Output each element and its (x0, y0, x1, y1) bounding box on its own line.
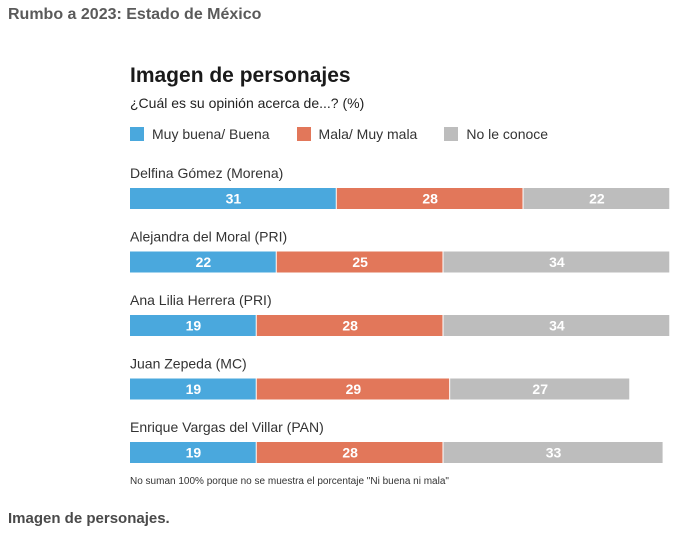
category-label: Alejandra del Moral (PRI) (130, 229, 287, 245)
page-header: Rumbo a 2023: Estado de México (8, 6, 262, 23)
bar-segment (130, 442, 256, 463)
bar-segment (130, 378, 256, 400)
category-label: Ana Lilia Herrera (PRI) (130, 292, 272, 308)
bar-value-label: 34 (549, 254, 565, 270)
bar-value-label: 34 (549, 318, 565, 334)
bar-value-label: 27 (532, 381, 548, 397)
chart-subtitle: ¿Cuál es su opinión acerca de...? (%) (130, 95, 365, 111)
chart-footnote: No suman 100% porque no se muestra el po… (130, 476, 449, 487)
legend-item-unknown: No le conoce (444, 126, 548, 142)
category-label: Juan Zepeda (MC) (130, 356, 247, 372)
legend-swatch-unknown (444, 127, 459, 141)
bar-value-label: 19 (186, 445, 202, 461)
bar-value-label: 29 (346, 381, 362, 397)
legend-swatch-positive (130, 127, 144, 141)
bar-segment (256, 442, 443, 463)
bar-segment (276, 251, 443, 273)
bar-segment (336, 188, 523, 209)
bar-segment (130, 188, 336, 209)
bar-value-label: 28 (342, 318, 358, 334)
legend-label-unknown: No le conoce (466, 126, 549, 142)
bar-value-label: 19 (186, 381, 202, 397)
bar-segment (256, 315, 443, 336)
bar-value-label: 31 (226, 191, 242, 207)
bar-segment (256, 378, 450, 400)
bar-segment (443, 251, 670, 273)
bar-value-label: 25 (352, 254, 368, 270)
category-label: Delfina Gómez (Morena) (130, 165, 283, 181)
chart-container: Imagen de personajes ¿Cuál es su opinión… (0, 40, 700, 495)
bar-segment (130, 251, 276, 273)
stacked-bar-chart: Delfina Gómez (Morena) 31 28 22 Alejandra de… (130, 165, 670, 463)
legend-label-positive: Muy buena/ Buena (152, 126, 270, 142)
bar-segment (450, 378, 630, 400)
legend-item-positive: Muy buena/ Buena (130, 126, 270, 142)
bar-segment (443, 442, 663, 463)
bar-segment (130, 315, 256, 336)
bar-value-label: 33 (546, 445, 562, 461)
bar-value-label: 22 (196, 254, 212, 270)
bar-value-label: 28 (422, 191, 438, 207)
image-caption: Imagen de personajes. (8, 510, 170, 527)
bar-segment (443, 315, 670, 336)
bar-value-label: 19 (186, 318, 202, 334)
bar-value-label: 28 (342, 445, 358, 461)
legend-item-negative: Mala/ Muy mala (296, 126, 418, 142)
chart-title: Imagen de personajes (130, 64, 351, 87)
bar-segment (523, 188, 670, 209)
legend-label-negative: Mala/ Muy mala (318, 126, 418, 142)
legend-swatch-negative (296, 127, 311, 141)
chart-legend: Muy buena/ Buena Mala/ Muy mala No le co… (130, 125, 575, 143)
bar-value-label: 22 (589, 191, 605, 207)
category-label: Enrique Vargas del Villar (PAN) (130, 419, 324, 435)
